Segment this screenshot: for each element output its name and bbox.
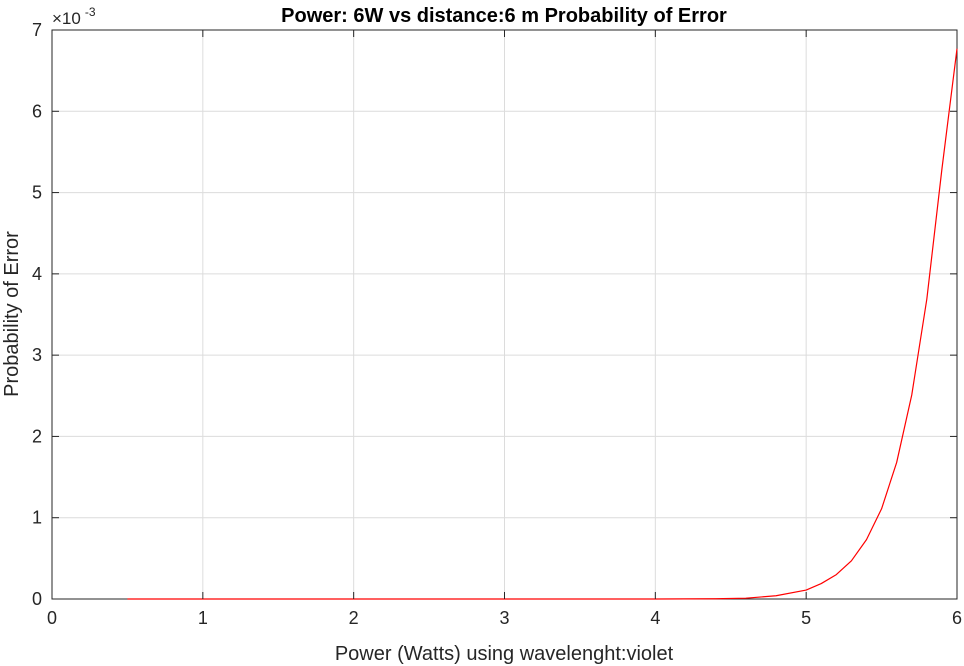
- x-tick-label: 3: [499, 608, 509, 628]
- x-tick-label: 5: [801, 608, 811, 628]
- x-tick-label: 6: [952, 608, 962, 628]
- x-tick-label: 2: [349, 608, 359, 628]
- series-line-0: [127, 48, 958, 600]
- y-axis-ticks: 0 1 2 3 4 5 6 7: [32, 20, 957, 609]
- series-group: [127, 48, 958, 600]
- y-exponent-label: ×10 -3: [52, 5, 96, 28]
- chart-title: Power: 6W vs distance:6 m Probability of…: [281, 5, 727, 27]
- y-tick-label: 3: [32, 345, 42, 365]
- y-exponent-power: -3: [85, 5, 96, 19]
- y-exponent-base: ×10: [52, 9, 81, 28]
- y-tick-label: 6: [32, 101, 42, 121]
- x-axis-ticks: 0 1 2 3 4 5 6: [47, 30, 962, 628]
- y-tick-label: 2: [32, 426, 42, 446]
- y-tick-label: 1: [32, 508, 42, 528]
- x-tick-label: 1: [198, 608, 208, 628]
- x-tick-label: 4: [650, 608, 660, 628]
- grid-lines: [51, 29, 958, 600]
- y-tick-label: 0: [32, 589, 42, 609]
- x-axis-label: Power (Watts) using wavelenght:violet: [335, 643, 674, 665]
- y-tick-label: 5: [32, 183, 42, 203]
- y-tick-label: 4: [32, 264, 42, 284]
- y-tick-label: 7: [32, 20, 42, 40]
- y-axis-label: Probability of Error: [1, 231, 23, 397]
- x-tick-label: 0: [47, 608, 57, 628]
